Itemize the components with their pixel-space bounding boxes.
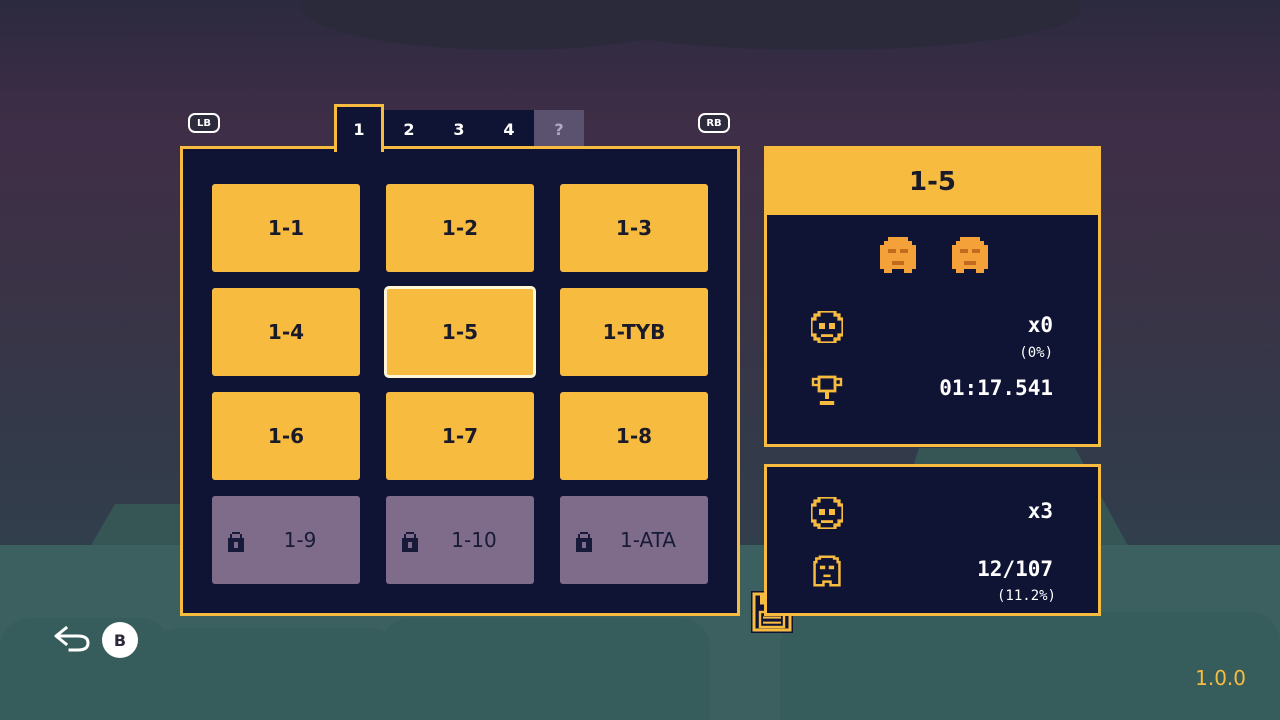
level-tile-1-9[interactable]: 1-9 bbox=[212, 496, 360, 584]
world-stats-panel: x3 12/107 (11.2%) bbox=[764, 464, 1101, 616]
lock-icon bbox=[402, 532, 418, 552]
level-tile-1-5[interactable]: 1-5 bbox=[384, 286, 536, 378]
background-cloud bbox=[560, 0, 1080, 50]
level-tile-1-1[interactable]: 1-1 bbox=[212, 184, 360, 272]
background-bush bbox=[380, 618, 710, 720]
level-label: 1-10 bbox=[451, 528, 497, 552]
level-tile-1-6[interactable]: 1-6 bbox=[212, 392, 360, 480]
background-bush bbox=[0, 618, 170, 720]
level-tile-1-3[interactable]: 1-3 bbox=[560, 184, 708, 272]
background-bush bbox=[150, 628, 400, 720]
collectibles-value: 12/107 bbox=[977, 557, 1053, 581]
lock-icon bbox=[576, 532, 592, 552]
skull-icon bbox=[811, 311, 843, 343]
level-tile-1-4[interactable]: 1-4 bbox=[212, 288, 360, 376]
trophy-icon bbox=[811, 375, 843, 405]
level-label: 1-9 bbox=[283, 528, 317, 552]
level-tile-1-10[interactable]: 1-10 bbox=[386, 496, 534, 584]
ghost-icon bbox=[952, 237, 988, 273]
level-tile-1-7[interactable]: 1-7 bbox=[386, 392, 534, 480]
best-time-value: 01:17.541 bbox=[939, 376, 1053, 400]
level-info-panel: 1-5 x0 (0%) 01:17.541 bbox=[764, 146, 1101, 447]
collectibles-percent: (11.2%) bbox=[996, 588, 1056, 604]
lb-button[interactable]: LB bbox=[188, 113, 220, 133]
tab-world-3[interactable]: 3 bbox=[434, 110, 484, 148]
level-tile-1-2[interactable]: 1-2 bbox=[386, 184, 534, 272]
b-button[interactable]: B bbox=[102, 622, 138, 658]
rb-button[interactable]: RB bbox=[698, 113, 730, 133]
level-info-title: 1-5 bbox=[767, 149, 1098, 215]
version-label: 1.0.0 bbox=[1195, 666, 1246, 690]
ghost-icon bbox=[813, 555, 841, 587]
lock-icon bbox=[228, 532, 244, 552]
ghost-icon bbox=[880, 237, 916, 273]
world-deaths-value: x3 bbox=[1027, 499, 1053, 523]
background-bush bbox=[780, 612, 1280, 720]
tab-world-4[interactable]: 4 bbox=[484, 110, 534, 148]
tab-world-secret[interactable]: ? bbox=[534, 110, 584, 148]
level-tile-1-8[interactable]: 1-8 bbox=[560, 392, 708, 480]
level-tile-1-tyb[interactable]: 1-TYB bbox=[560, 288, 708, 376]
level-deaths-percent: (0%) bbox=[1019, 345, 1053, 361]
level-label: 1-ATA bbox=[620, 528, 676, 552]
tab-world-1[interactable]: 1 bbox=[334, 104, 384, 152]
level-grid-panel: 1-1 1-2 1-3 1-4 1-5 1-TYB 1-6 1-7 1-8 1-… bbox=[180, 146, 740, 616]
back-arrow-icon[interactable] bbox=[52, 622, 92, 656]
skull-icon bbox=[811, 497, 843, 529]
tab-world-2[interactable]: 2 bbox=[384, 110, 434, 148]
level-deaths-value: x0 bbox=[1027, 313, 1053, 337]
level-tile-1-ata[interactable]: 1-ATA bbox=[560, 496, 708, 584]
